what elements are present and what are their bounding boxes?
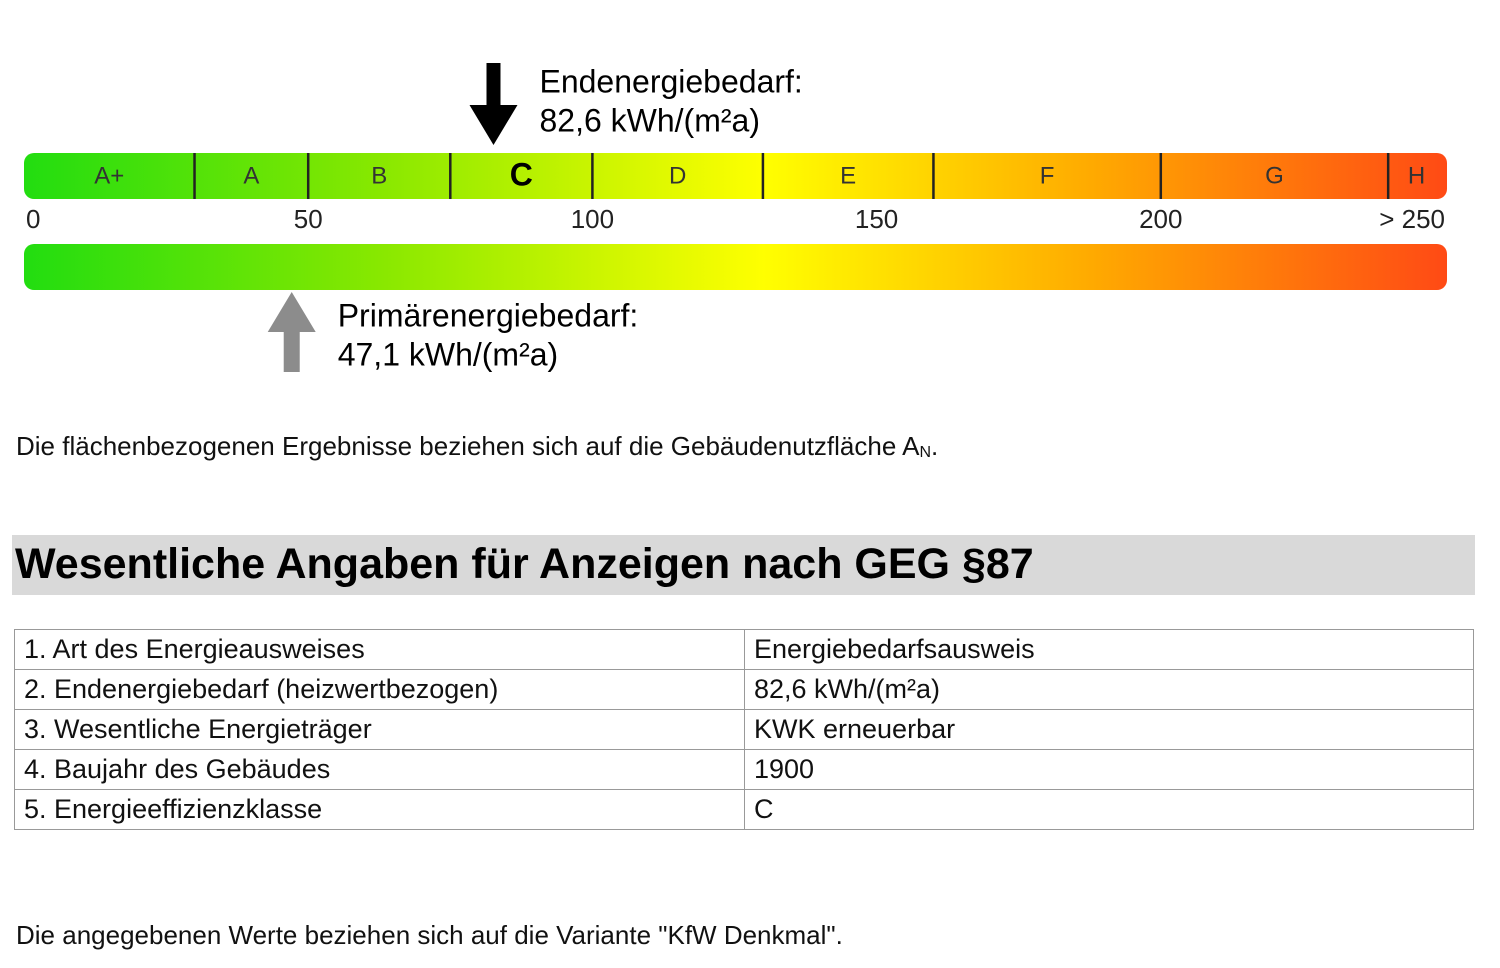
scale-bar [24,244,1447,290]
class-label: F [1040,162,1055,189]
footer-note: Die angegebenen Werte beziehen sich auf … [16,920,843,950]
row-value: KWK erneuerbar [744,709,1474,750]
note-subscript: N [919,444,931,461]
final-energy-value: 82,6 kWh/(m²a) [539,102,759,138]
class-label: G [1265,162,1284,189]
tick-label: 0 [26,204,40,234]
table-row: 1. Art des Energieausweises Energiebedarf… [14,629,1474,670]
class-bar [24,153,1447,199]
final-energy-title: Endenergiebedarf: [539,63,802,99]
class-label: H [1408,162,1425,189]
row-value: C [744,789,1474,830]
section-title: Wesentliche Angaben für Anzeigen nach GE… [15,540,1034,588]
row-label: 5. Energieeffizienzklasse [14,789,745,830]
tick-label: 200 [1139,204,1182,234]
primary-energy-arrow [267,292,316,372]
class-label: C [510,156,533,192]
table-row: 4. Baujahr des Gebäudes 1900 [14,749,1474,790]
primary-energy-value: 47,1 kWh/(m²a) [338,336,558,372]
row-label: 4. Baujahr des Gebäudes [14,749,745,790]
class-label: D [669,162,686,189]
tick-label: 100 [571,204,614,234]
area-note: Die flächenbezogenen Ergebnisse beziehen… [16,431,938,462]
tick-label: 150 [855,204,898,234]
tick-label: 50 [294,204,323,234]
table-row: 3. Wesentliche Energieträger KWK erneuerb… [14,709,1474,750]
section-heading: Wesentliche Angaben für Anzeigen nach GE… [12,535,1475,595]
tick-label: > 250 [1379,204,1445,234]
note-end: . [931,431,939,461]
final-energy-arrow [469,63,518,145]
row-label: 2. Endenergiebedarf (heizwertbezogen) [14,669,745,710]
row-value: 82,6 kWh/(m²a) [744,669,1474,710]
data-table: 1. Art des Energieausweises Energiebedarf… [14,629,1474,830]
row-label: 1. Art des Energieausweises [14,629,745,670]
primary-energy-title: Primärenergiebedarf: [338,297,639,333]
note-text: Die flächenbezogenen Ergebnisse beziehen… [16,431,920,461]
table-row: 2. Endenergiebedarf (heizwertbezogen) 82,… [14,669,1474,710]
class-label: E [840,162,856,189]
class-label: A [243,162,259,189]
row-value: Energiebedarfsausweis [744,629,1474,670]
class-label: B [371,162,387,189]
energy-scale: 0 50 100 150 200 > 250 A+ A B C D E F G H Endenergiebed… [24,63,1447,372]
row-label: 3. Wesentliche Energieträger [14,709,745,750]
class-label: A+ [94,162,124,189]
row-value: 1900 [744,749,1474,790]
table-row: 5. Energieeffizienzklasse C [14,789,1474,830]
